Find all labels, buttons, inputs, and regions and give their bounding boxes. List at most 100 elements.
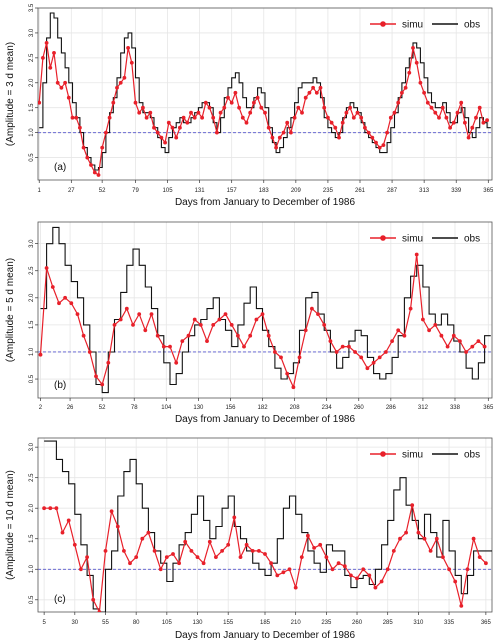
x-tick-label: 1 — [38, 188, 42, 194]
simu-point — [281, 570, 286, 575]
simu-point — [128, 561, 132, 566]
simu-point — [402, 333, 407, 338]
simu-point — [195, 555, 200, 559]
chart-panel-3: 5 30 55 80 105 130 155 185 210 235 260 285 310 335 365… — [5, 437, 493, 641]
simu-point — [326, 115, 330, 120]
simu-point — [266, 333, 271, 338]
simu-point — [347, 344, 351, 349]
x-tick-label: 338 — [450, 405, 461, 411]
simu-point — [106, 360, 111, 365]
simu-point — [238, 555, 243, 559]
y-axis-title: (Amplitude = 5 d mean) — [5, 258, 16, 362]
simu-point — [201, 561, 206, 566]
simu-point — [38, 100, 42, 105]
simu-point — [149, 312, 154, 316]
simu-point — [448, 125, 452, 130]
simu-point — [133, 100, 138, 105]
simu-point — [163, 140, 168, 145]
simu-point — [366, 130, 371, 135]
simu-point — [414, 252, 419, 257]
simu-point — [38, 352, 43, 357]
simu-point — [229, 100, 234, 105]
simu-point — [100, 382, 105, 387]
simu-point — [207, 539, 212, 544]
simu-point — [314, 90, 319, 95]
simu-point — [400, 90, 404, 95]
simu-point — [318, 542, 323, 547]
y-tick-label: 3.0 — [29, 28, 35, 37]
simu-point — [44, 266, 49, 270]
x-tick-label: 182 — [258, 405, 269, 411]
simu-point — [259, 105, 264, 110]
simu-point — [75, 312, 80, 316]
simu-point — [161, 344, 166, 349]
simu-point — [273, 350, 277, 354]
y-tick-label: 3.0 — [29, 442, 35, 451]
legend: simu obs — [370, 450, 480, 461]
simu-point — [418, 80, 423, 85]
x-tick-label: 105 — [163, 188, 174, 194]
legend: simu obs — [370, 20, 480, 31]
simu-point — [310, 306, 314, 311]
simu-point — [158, 567, 163, 572]
simu-point — [404, 530, 408, 535]
series-obs-line — [44, 440, 492, 612]
x-tick-label: 130 — [193, 620, 204, 626]
simu-point — [355, 110, 360, 115]
plot-area — [38, 12, 491, 177]
x-tick-label: 235 — [323, 188, 334, 194]
simu-point — [148, 110, 153, 115]
simu-point — [361, 567, 366, 572]
simu-point — [89, 163, 93, 167]
simu-point — [257, 549, 261, 553]
x-tick-label: 234 — [322, 405, 333, 411]
simu-point — [477, 555, 482, 559]
y-tick-label: 0.5 — [29, 374, 35, 383]
simu-point — [337, 135, 341, 140]
simu-point — [427, 328, 431, 333]
simu-point — [237, 105, 242, 110]
y-axis-title: (Amplitude = 3 d mean) — [5, 42, 16, 146]
simu-point — [140, 536, 145, 541]
simu-point — [100, 145, 105, 150]
simu-point — [244, 120, 249, 125]
simu-point — [79, 567, 83, 572]
simu-point — [451, 120, 456, 125]
simu-point — [87, 350, 92, 354]
simu-point — [60, 530, 65, 535]
simu-point — [459, 604, 464, 608]
simu-point — [181, 115, 186, 120]
simu-point — [177, 561, 182, 566]
simu-point — [429, 105, 434, 110]
simu-point — [164, 555, 169, 559]
simu-point — [411, 46, 415, 50]
simu-point — [312, 546, 316, 550]
legend-simu-marker — [380, 451, 386, 457]
simu-point — [111, 100, 116, 105]
simu-point — [482, 344, 487, 349]
x-tick-label: 365 — [483, 188, 494, 194]
y-tick-label: 3.0 — [29, 239, 35, 248]
x-tick-label: 313 — [419, 188, 430, 194]
simu-point — [370, 135, 375, 140]
simu-point — [168, 344, 172, 349]
simu-point — [433, 110, 438, 115]
simu-point — [205, 339, 209, 343]
simu-point — [385, 130, 389, 135]
simu-point — [440, 105, 445, 110]
legend-simu-marker — [380, 21, 386, 27]
simu-point — [470, 125, 475, 130]
simu-point — [233, 90, 238, 95]
simu-point — [437, 115, 441, 120]
simu-point — [285, 371, 290, 376]
chart-panel-1: 1 27 52 79 105 131 157 183 209 235 261 287 313 339 365… — [5, 3, 494, 208]
simu-point — [66, 95, 71, 100]
simu-point — [391, 549, 396, 553]
simu-point — [328, 339, 333, 343]
simu-point — [485, 118, 489, 123]
x-tick-label: 235 — [321, 620, 332, 626]
simu-point — [97, 610, 102, 612]
simu-point — [348, 105, 352, 110]
simu-point — [174, 360, 179, 365]
simu-point — [279, 355, 283, 360]
